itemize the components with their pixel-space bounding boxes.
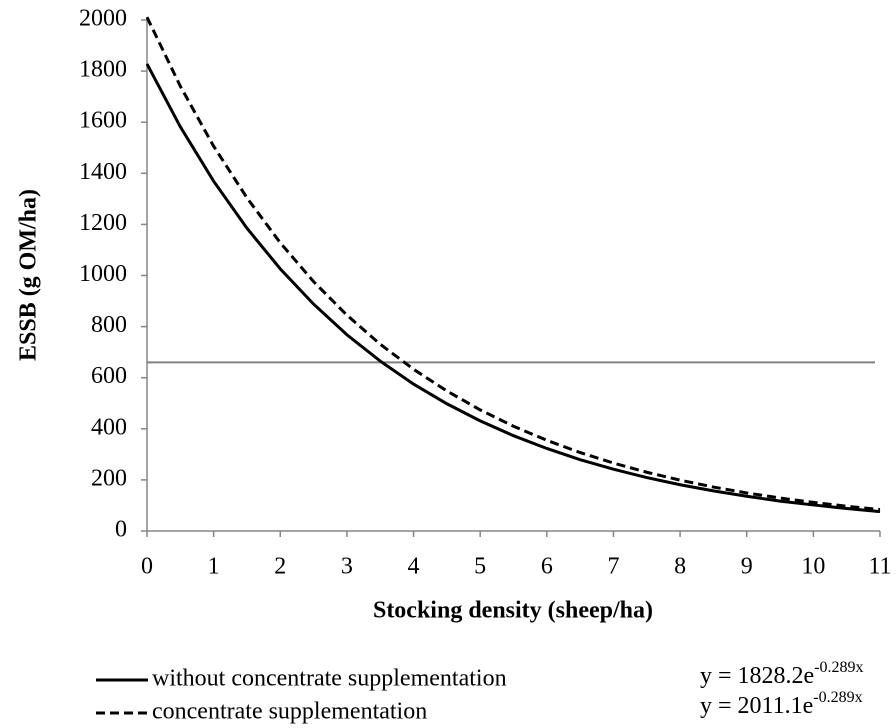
- y-tick-label: 1600: [79, 108, 127, 134]
- series-line: [145, 16, 881, 512]
- equation-base: y = 2011.1e: [700, 693, 813, 719]
- legend-label: concentrate supplementation: [152, 699, 427, 725]
- y-tick-label: 2000: [79, 6, 127, 32]
- equation-base: y = 1828.2e: [700, 663, 814, 689]
- x-tick-label: 7: [607, 554, 619, 580]
- y-tick-label: 400: [91, 414, 127, 440]
- equation-exponent: -0.289x: [813, 689, 862, 706]
- x-tick-label: 5: [474, 554, 486, 580]
- y-tick-label: 1800: [79, 57, 127, 83]
- y-tick-label: 200: [91, 465, 127, 491]
- y-tick-label: 0: [115, 517, 127, 543]
- x-tick-label: 4: [408, 554, 420, 580]
- x-tick-label: 11: [868, 554, 891, 580]
- y-tick-label: 1400: [79, 159, 127, 185]
- y-tick-label: 800: [91, 312, 127, 338]
- equation-exponent: -0.289x: [814, 659, 863, 676]
- x-tick-label: 10: [801, 554, 825, 580]
- x-tick-label: 6: [541, 554, 553, 580]
- series-line: [145, 63, 881, 514]
- x-tick-label: 9: [741, 554, 753, 580]
- y-axis-label: ESSB (g OM/ha): [16, 189, 42, 361]
- equation: y = 2011.1e-0.289x: [700, 689, 863, 719]
- x-tick-label: 2: [274, 554, 286, 580]
- y-tick-label: 600: [91, 363, 127, 389]
- x-tick-label: 3: [341, 554, 353, 580]
- equation: y = 1828.2e-0.289x: [700, 659, 864, 689]
- x-axis-label: Stocking density (sheep/ha): [373, 598, 653, 624]
- x-tick-label: 1: [208, 554, 220, 580]
- y-tick-label: 1200: [79, 210, 127, 236]
- y-tick-label: 1000: [79, 261, 127, 287]
- legend-label: without concentrate supplementation: [152, 666, 507, 692]
- x-tick-label: 8: [674, 554, 686, 580]
- x-tick-label: 0: [141, 554, 153, 580]
